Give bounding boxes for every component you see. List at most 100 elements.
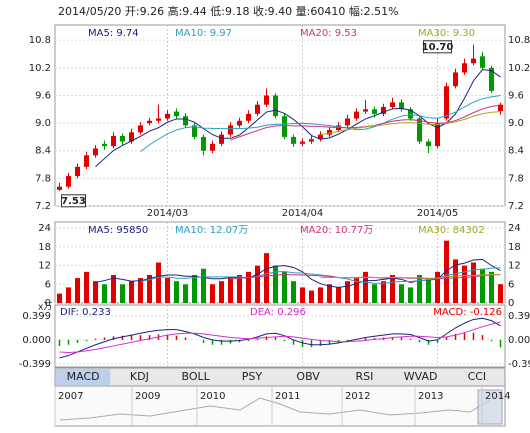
- ma-legend: MA5: 9.74: [88, 28, 139, 39]
- candle-body: [399, 102, 404, 110]
- tab-bar: [54, 367, 506, 387]
- timeline-year: 2007: [58, 391, 83, 402]
- candle-body: [255, 104, 260, 114]
- timeline-year: 2013: [418, 391, 443, 402]
- volume-bar: [84, 271, 89, 303]
- y-tick-label: 0.000: [508, 335, 530, 346]
- volume-bar: [183, 284, 188, 303]
- ma-legend: MA10: 12.07万: [175, 225, 248, 236]
- candle-body: [273, 95, 278, 117]
- tab-selected: [56, 369, 111, 385]
- volume-bar: [192, 274, 197, 303]
- volume-bar: [282, 271, 287, 303]
- candle-body: [228, 125, 233, 135]
- candle-body: [381, 106, 386, 114]
- ma-line: [140, 94, 501, 152]
- ma-legend: MA20: 10.77万: [300, 225, 373, 236]
- candle-body: [192, 125, 197, 137]
- x-tick-label: 2014/03: [147, 208, 189, 219]
- volume-bar: [75, 278, 80, 303]
- y-tick-label: 7.2: [35, 201, 51, 212]
- candle-body: [354, 111, 359, 119]
- y-tick-label: 8.4: [35, 146, 51, 157]
- tab[interactable]: RSI: [355, 370, 373, 383]
- label-box: [61, 194, 86, 208]
- timeline: [54, 385, 506, 427]
- tab[interactable]: MACD: [67, 370, 100, 383]
- candle-body: [327, 130, 332, 135]
- y-tick-label: 6: [508, 279, 514, 290]
- ma-legend: MA5: 95850: [88, 225, 148, 236]
- y-tick-label: 10.2: [29, 63, 51, 74]
- volume-bar: [417, 274, 422, 303]
- volume-bar: [372, 284, 377, 303]
- candle-body: [93, 148, 98, 156]
- candle-body: [435, 123, 440, 147]
- candle-body: [264, 95, 269, 105]
- candle-body: [246, 113, 251, 121]
- timeline-year: 2009: [135, 391, 160, 402]
- volume-bar: [147, 274, 152, 303]
- macd-line: [59, 317, 501, 359]
- timeline-year: 2011: [275, 391, 300, 402]
- candle-body: [183, 116, 188, 126]
- candle-body: [318, 134, 323, 140]
- volume-bar: [273, 265, 278, 303]
- tab[interactable]: PSY: [242, 370, 263, 383]
- candle-body: [498, 104, 503, 112]
- candle-body: [174, 111, 179, 117]
- candle-body: [138, 125, 143, 133]
- volume-bar: [471, 262, 476, 303]
- volume-bar: [237, 274, 242, 303]
- candle-body: [408, 109, 413, 119]
- y-tick-label: 0: [45, 298, 51, 309]
- volume-bar: [57, 293, 62, 303]
- x-tick-label: 2014/04: [282, 208, 324, 219]
- volume-bar: [408, 287, 413, 303]
- y-tick-label: 18: [38, 242, 51, 253]
- candle-body: [480, 56, 485, 68]
- candle-body: [84, 155, 89, 167]
- candle-body: [444, 86, 449, 119]
- candle-body: [111, 135, 116, 147]
- volume-bar: [399, 284, 404, 303]
- tab[interactable]: KDJ: [130, 370, 149, 383]
- y-tick-label: 7.2: [508, 201, 524, 212]
- volume-bar: [309, 290, 314, 303]
- y-tick-label: 6: [45, 279, 51, 290]
- candle-body: [426, 141, 431, 147]
- volume-bar: [111, 274, 116, 303]
- candle-body: [66, 176, 71, 187]
- tab[interactable]: CCI: [468, 370, 487, 383]
- timeline-year: 2012: [345, 391, 370, 402]
- candle-body: [102, 143, 107, 147]
- ma-legend: MA30: 9.30: [418, 28, 475, 39]
- y-tick-label: 12: [38, 261, 51, 272]
- candle-body: [75, 166, 80, 177]
- candle-body: [201, 136, 206, 151]
- candle-body: [372, 109, 377, 114]
- tab[interactable]: WVAD: [404, 370, 438, 383]
- y-tick-label: 10.2: [508, 63, 530, 74]
- volume-bar: [480, 268, 485, 303]
- candle-body: [471, 58, 476, 64]
- candle-body: [309, 139, 314, 142]
- volume-bar: [174, 281, 179, 303]
- candle-body: [489, 67, 494, 91]
- volume-bar: [156, 262, 161, 303]
- volume-bar: [426, 278, 431, 303]
- candle-body: [291, 136, 296, 144]
- volume-bar: [129, 281, 134, 303]
- y-tick-label: 7.8: [508, 173, 524, 184]
- candle-body: [57, 186, 62, 190]
- volume-bar: [102, 284, 107, 303]
- candle-body: [417, 118, 422, 142]
- tab[interactable]: OBV: [296, 370, 320, 383]
- header: 2014/05/20 开:9.26 高:9.44 低:9.18 收:9.40 量…: [58, 4, 399, 18]
- candle-body: [120, 135, 125, 142]
- volume-bar: [327, 284, 332, 303]
- tab[interactable]: BOLL: [181, 370, 210, 383]
- timeline-year: 2014: [485, 391, 510, 402]
- y-tick-label: 18: [508, 242, 521, 253]
